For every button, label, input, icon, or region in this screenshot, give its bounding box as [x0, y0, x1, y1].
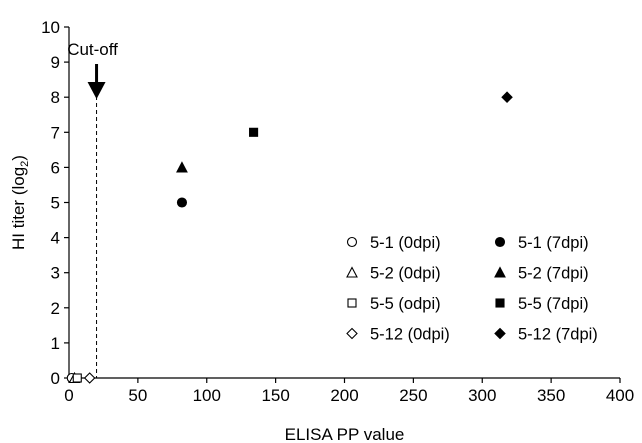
y-tick-label: 8 [51, 88, 60, 107]
data-point [176, 197, 188, 208]
x-tick-label: 150 [261, 386, 289, 405]
y-tick-label: 9 [51, 53, 60, 72]
x-tick-label: 300 [468, 386, 496, 405]
y-axis-label-end: ) [9, 155, 28, 161]
legend-entry-label: 5-1 (7dpi) [518, 234, 589, 252]
data-point [176, 161, 188, 173]
y-tick-label: 6 [51, 158, 60, 177]
x-tick-label: 50 [128, 386, 147, 405]
legend-marker [346, 327, 358, 340]
legend-entry-label: 5-2 (0dpi) [370, 265, 441, 283]
legend-entry-label: 5-12 (0dpi) [370, 326, 450, 344]
legend-entry-label: 5-2 (7dpi) [518, 265, 589, 283]
data-point [72, 373, 82, 383]
legend: 5-1 (0dpi) 5-1 (7dpi) 5-2 (0dpi) 5-2 (7dpi)… [346, 234, 598, 344]
legend-entry-label: 5-5 (7dpi) [518, 295, 589, 313]
y-tick-label: 5 [51, 194, 60, 213]
x-axis-label: ELISA PP value [285, 425, 405, 443]
data-point [501, 91, 513, 103]
x-tick-label: 350 [537, 386, 565, 405]
legend-entry-label: 5-12 (7dpi) [518, 326, 598, 344]
cutoff-label: Cut-off [67, 40, 118, 59]
x-tick-label: 400 [606, 386, 634, 405]
cutoff-arrow-head [87, 82, 106, 99]
legend-marker [494, 266, 506, 278]
y-tick-label: 2 [51, 299, 60, 318]
axes: 0 50 100 150 200 250 300 350 400 0 1 2 3 4 5 6 7 8 9 10 [41, 18, 634, 405]
x-tick-label: 0 [64, 386, 73, 405]
y-tick-label: 4 [51, 229, 60, 248]
legend-marker [494, 327, 506, 340]
cutoff-annotation: Cut-off [67, 40, 118, 378]
legend-entry-label: 5-5 (odpi) [370, 295, 441, 313]
data-point [249, 127, 259, 137]
x-tick-label: 200 [330, 386, 358, 405]
y-tick-label: 3 [51, 264, 60, 283]
legend-marker [495, 298, 505, 308]
data-point [83, 372, 96, 384]
legend-marker [347, 298, 357, 308]
x-tick-label: 250 [399, 386, 427, 405]
y-axis-label-subscript: 2 [19, 161, 31, 167]
y-ticks: 0 1 2 3 4 5 6 7 8 9 10 [41, 18, 69, 388]
y-axis-label: HI titer (log2) [9, 155, 31, 250]
y-tick-label: 0 [51, 369, 60, 388]
x-ticks: 0 50 100 150 200 250 300 350 400 [64, 378, 634, 405]
x-tick-label: 100 [193, 386, 221, 405]
y-axis-label-main: HI titer (log [9, 167, 28, 250]
legend-entry-label: 5-1 (0dpi) [370, 234, 441, 252]
legend-marker [346, 266, 358, 278]
legend-marker [346, 236, 358, 248]
legend-marker [494, 236, 506, 248]
y-tick-label: 7 [51, 123, 60, 142]
y-tick-label: 10 [41, 18, 60, 37]
data-points [66, 91, 513, 384]
y-tick-label: 1 [51, 334, 60, 353]
